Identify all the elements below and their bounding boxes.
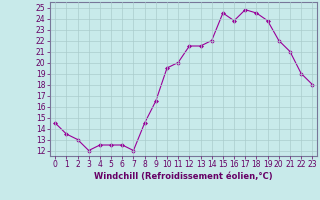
X-axis label: Windchill (Refroidissement éolien,°C): Windchill (Refroidissement éolien,°C) (94, 172, 273, 181)
